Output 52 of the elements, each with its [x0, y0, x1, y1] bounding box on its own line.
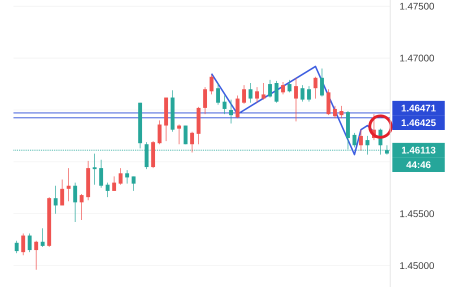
- candlestick: [203, 86, 208, 114]
- candlestick: [268, 79, 272, 98]
- line-series: [210, 65, 375, 156]
- candlestick: [236, 94, 240, 118]
- candlestick: [340, 105, 344, 118]
- candlestick: [333, 105, 337, 118]
- y-tick-label: 1.45500: [400, 210, 434, 217]
- ref-line-label: 1.46425: [402, 119, 436, 126]
- candlestick: [229, 99, 233, 124]
- y-tick-label: 1.47000: [400, 54, 434, 62]
- candlestick: [28, 232, 32, 252]
- candlestick: [80, 193, 84, 220]
- ref-line-label: 1.46471: [402, 104, 436, 112]
- candlestick: [66, 168, 71, 202]
- candlestick: [320, 68, 324, 97]
- candlestick: [190, 131, 194, 153]
- candlestick: [242, 84, 246, 104]
- candlestick: [300, 84, 304, 102]
- candlestick: [262, 82, 266, 100]
- candlestick: [281, 81, 285, 95]
- candlestick: [34, 240, 38, 270]
- candlestick: [125, 170, 130, 184]
- candlestick: [40, 228, 45, 248]
- text: 44:46: [406, 161, 431, 168]
- candlestick: [54, 185, 58, 214]
- candlestick: [216, 82, 220, 105]
- candlestick: [73, 182, 78, 222]
- candlestick: [158, 120, 162, 144]
- candlestick: [106, 182, 110, 198]
- candlestick: [274, 80, 278, 103]
- candlestick: [255, 86, 259, 103]
- candlestick: [112, 176, 116, 192]
- candlestick: [132, 176, 136, 192]
- ref-line-label: 1.46113: [402, 146, 436, 154]
- candlestick: [14, 240, 19, 254]
- candlestick: [222, 94, 226, 114]
- candlestick: [288, 79, 292, 92]
- candlestick: [248, 82, 252, 103]
- candlestick: [60, 178, 64, 206]
- candlestick: [352, 132, 356, 148]
- y-tick-label: 1.47500: [400, 2, 434, 10]
- candlestick: [21, 232, 26, 256]
- candlestick: [118, 168, 123, 185]
- candlestick: [210, 74, 214, 95]
- candlestick: [99, 159, 104, 188]
- y-tick-label: 1.45000: [400, 262, 434, 269]
- candlestick: [326, 88, 330, 116]
- candlestick: [294, 77, 298, 122]
- candlestick: [177, 124, 182, 144]
- candlestick: [359, 129, 363, 151]
- candlestick: [314, 76, 318, 99]
- candlestick: [307, 86, 311, 102]
